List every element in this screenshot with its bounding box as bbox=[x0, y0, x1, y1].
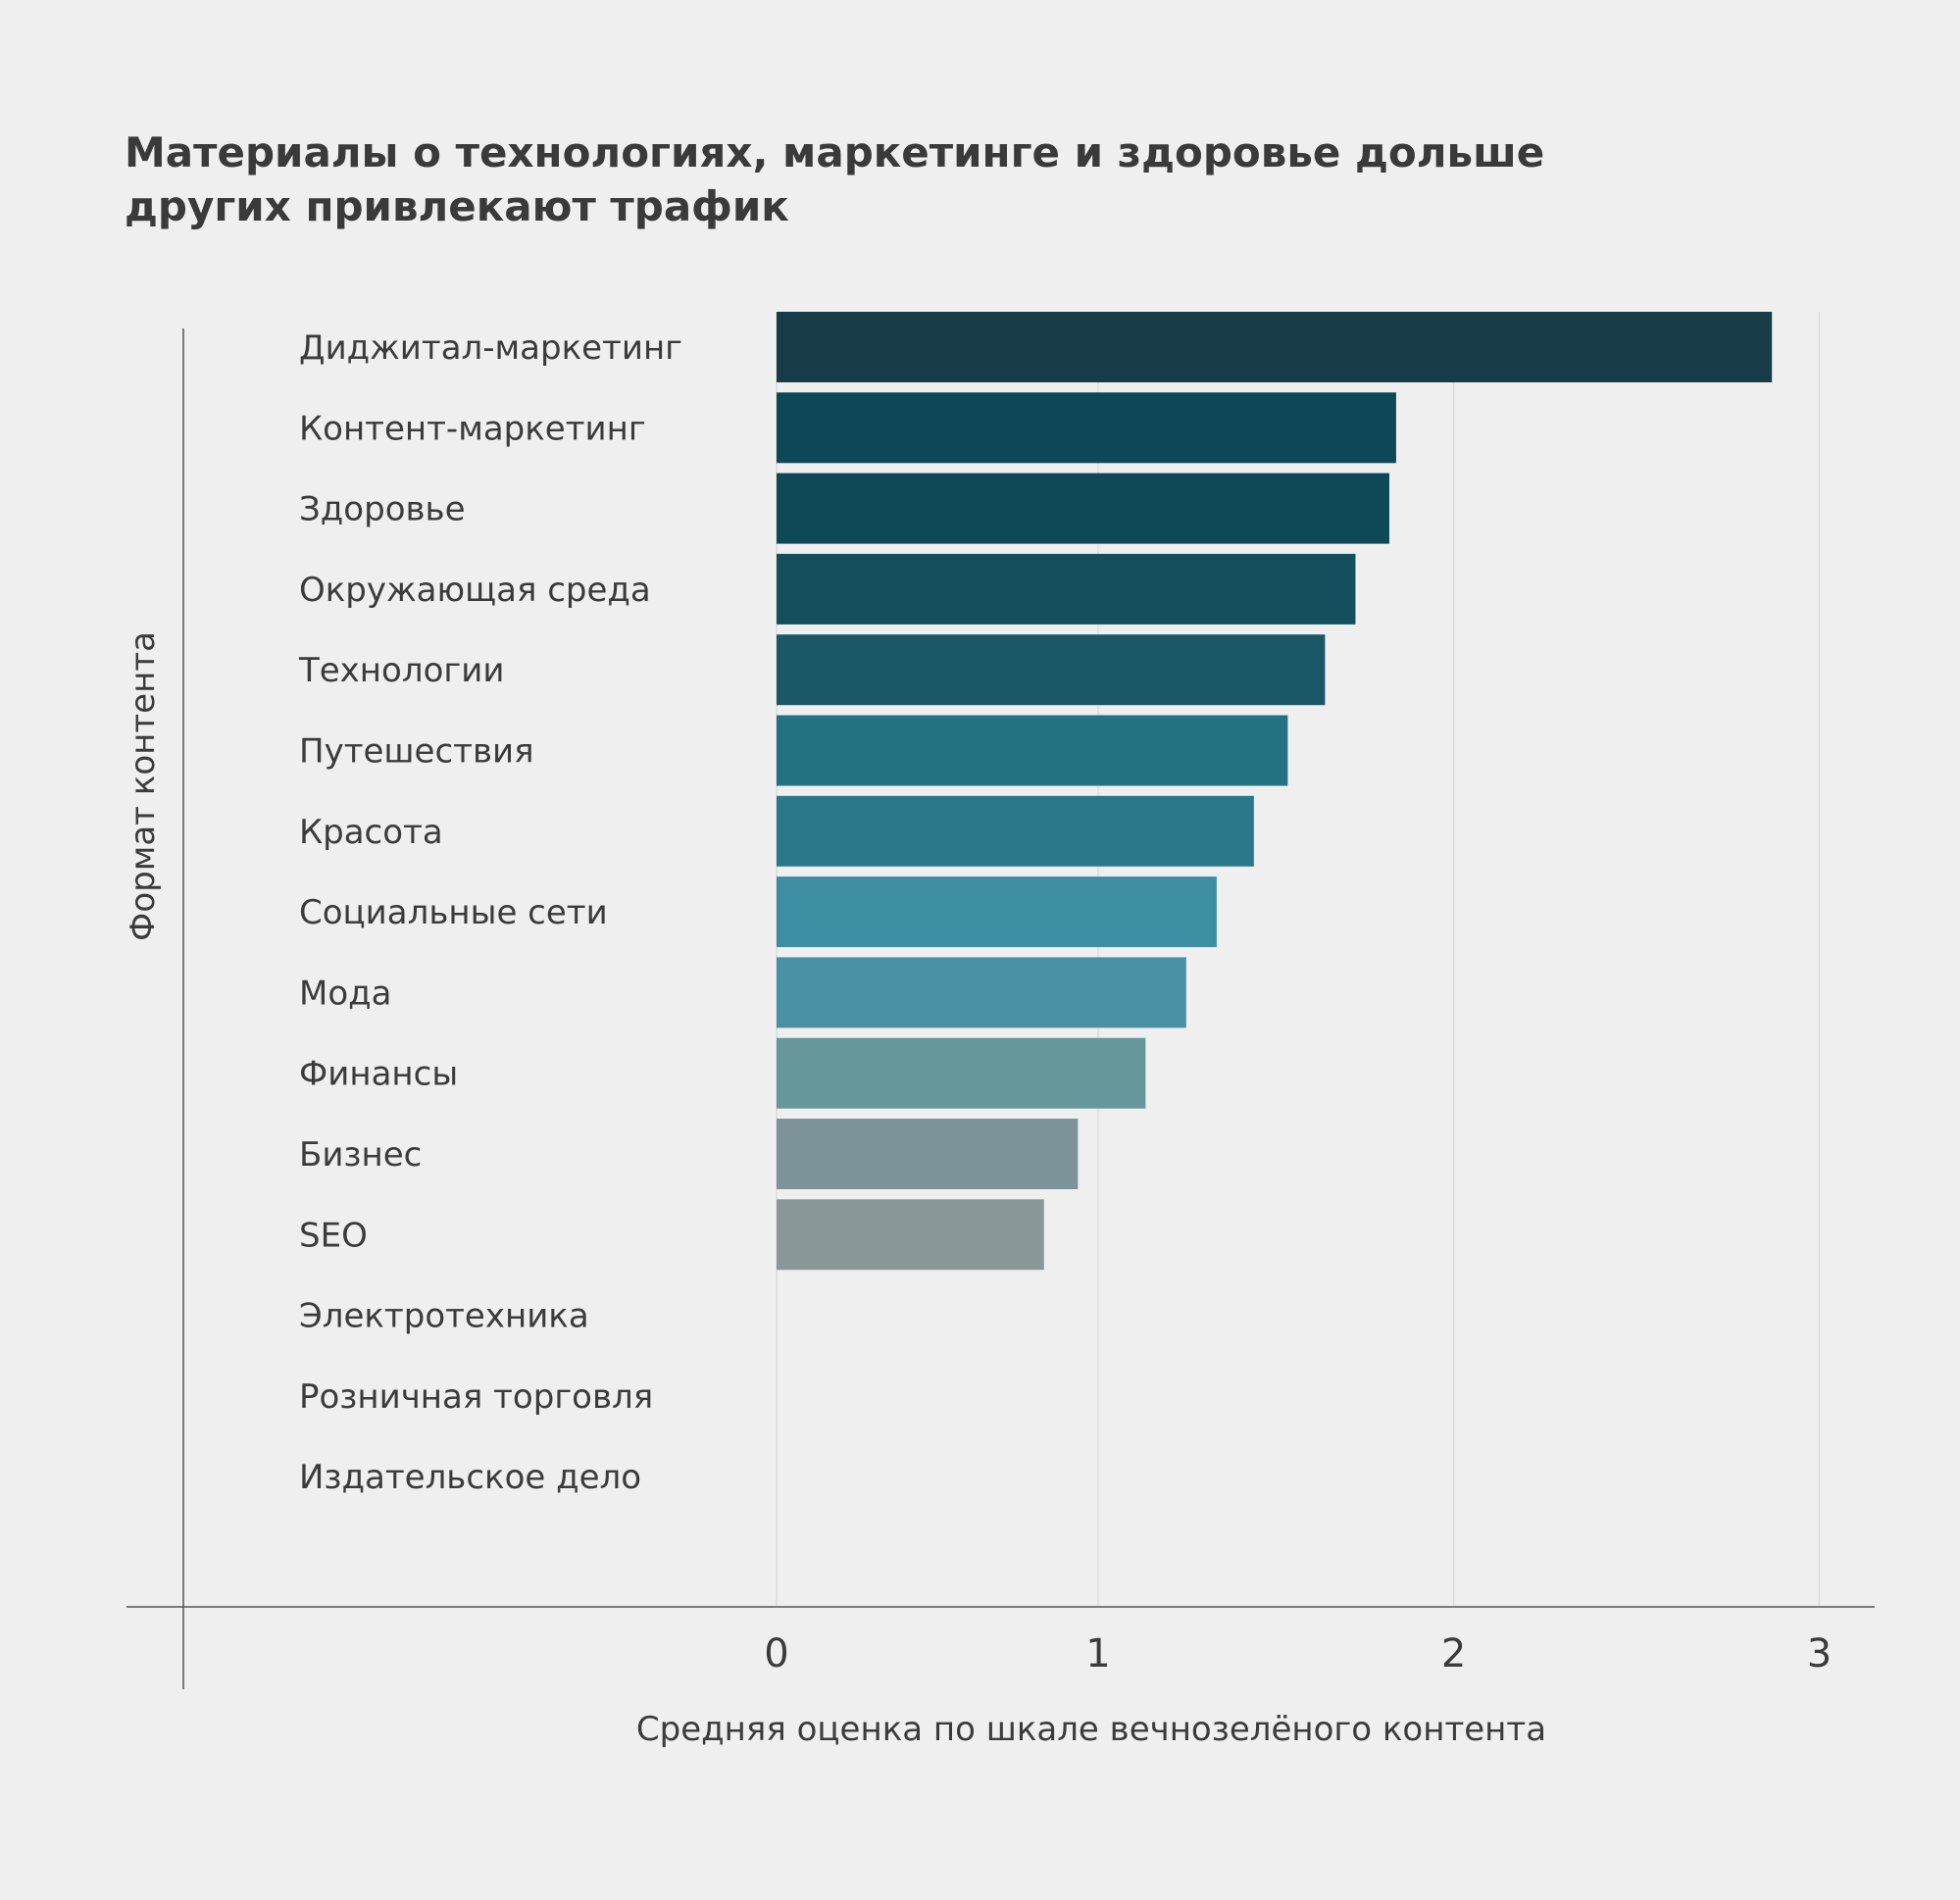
bar-2 bbox=[777, 392, 1396, 464]
y-axis-label: Формат контента bbox=[124, 631, 163, 941]
category-label-15: Издательское дело bbox=[299, 1458, 641, 1497]
bar-5 bbox=[777, 634, 1326, 706]
chart-title-line-2: других привлекают трафик bbox=[125, 182, 789, 230]
bar-3 bbox=[777, 473, 1389, 544]
category-labels: Диджитал-маркетинг Контент-маркетинг Здоро… bbox=[298, 328, 682, 1497]
bars bbox=[777, 312, 1773, 1271]
category-label-6: Путешествия bbox=[299, 732, 534, 772]
x-tick-label-0: 0 bbox=[764, 1631, 788, 1676]
bar-6 bbox=[777, 715, 1288, 786]
bar-7 bbox=[777, 795, 1254, 867]
x-tick-label-1: 1 bbox=[1085, 1631, 1110, 1676]
category-label-14: Розничная торговля bbox=[299, 1377, 653, 1417]
category-label-3: Здоровье bbox=[299, 490, 466, 529]
bar-11 bbox=[777, 1119, 1079, 1189]
x-tick-label-3: 3 bbox=[1807, 1631, 1832, 1676]
category-label-12: SEO bbox=[299, 1216, 368, 1255]
category-label-8: Социальные сети bbox=[299, 893, 608, 932]
chart-title: Материалы о технологиях, маркетинге и зд… bbox=[125, 125, 1595, 233]
axes bbox=[126, 328, 1875, 1689]
bar-1 bbox=[777, 312, 1773, 382]
bar-10 bbox=[777, 1037, 1146, 1109]
category-label-2: Контент-маркетинг bbox=[299, 409, 646, 448]
x-axis-label: Средняя оценка по шкале вечнозелёного ко… bbox=[636, 1710, 1546, 1749]
bar-8 bbox=[777, 876, 1217, 948]
bar-9 bbox=[777, 957, 1186, 1028]
category-label-13: Электротехника bbox=[299, 1297, 589, 1336]
chart-title-line-1: Материалы о технологиях, маркетинге и зд… bbox=[125, 128, 1545, 176]
category-label-10: Финансы bbox=[299, 1055, 458, 1094]
x-tick-labels: 0 1 2 3 bbox=[764, 1631, 1832, 1676]
category-label-9: Мода bbox=[299, 974, 391, 1013]
category-label-1: Диджитал-маркетинг bbox=[299, 328, 682, 368]
bar-4 bbox=[777, 553, 1356, 625]
category-label-4: Окружающая среда bbox=[299, 571, 651, 610]
x-tick-label-2: 2 bbox=[1441, 1631, 1466, 1676]
category-label-7: Красота bbox=[299, 813, 443, 852]
category-label-11: Бизнес bbox=[299, 1135, 422, 1175]
category-label-5: Технологии bbox=[298, 651, 504, 690]
bar-12 bbox=[777, 1199, 1044, 1271]
